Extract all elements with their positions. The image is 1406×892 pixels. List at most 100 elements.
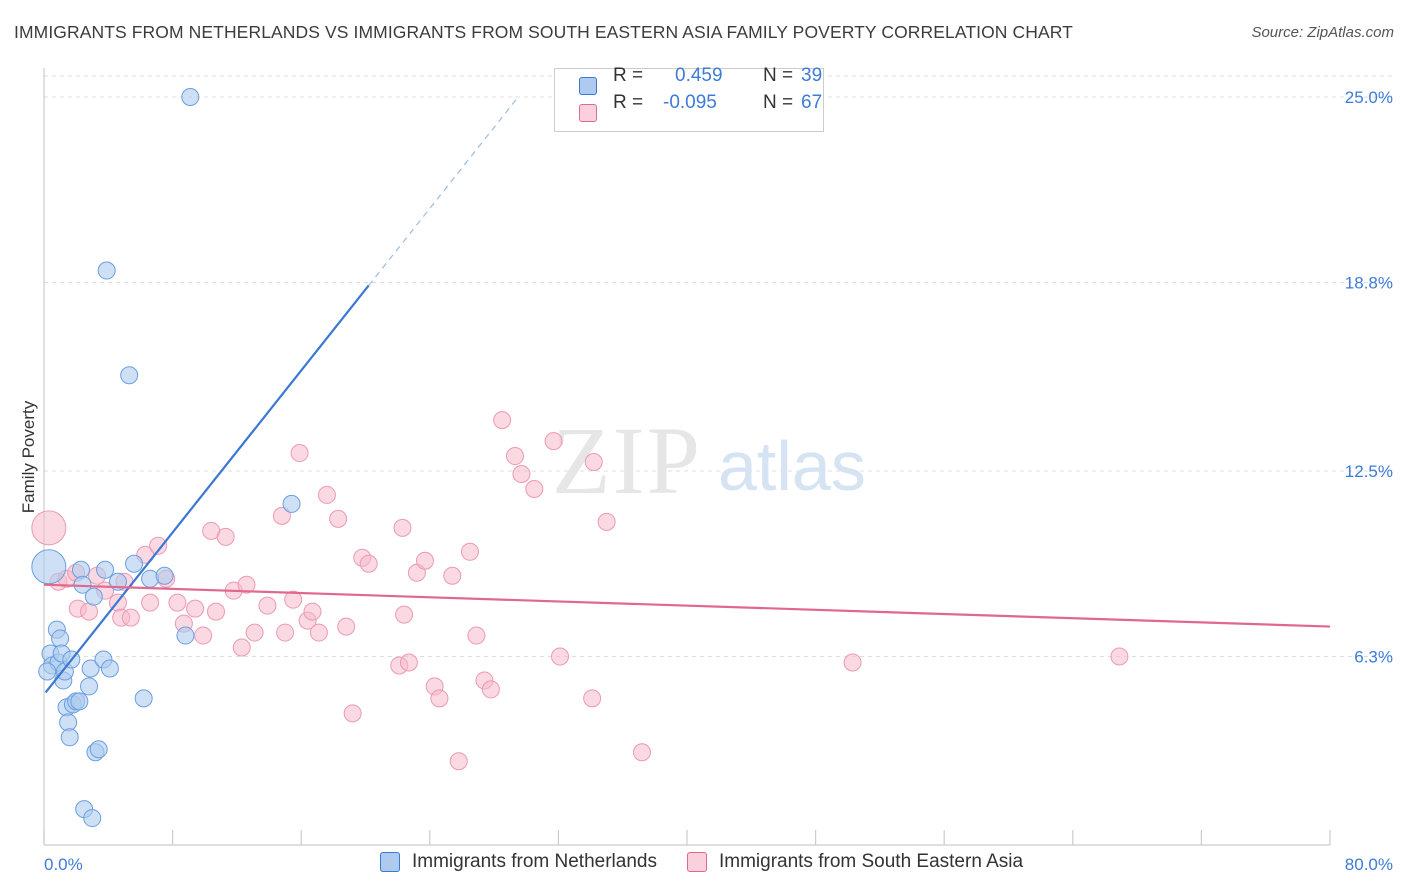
se-asia-point <box>395 605 414 624</box>
netherlands-point <box>181 88 200 106</box>
se-asia-point <box>168 593 187 612</box>
se-asia-point <box>337 617 356 636</box>
series-legend: Immigrants from Netherlands Immigrants f… <box>380 851 1053 873</box>
netherlands-point <box>38 662 57 681</box>
watermark-zip: ZIP <box>552 407 702 514</box>
tick-labels: 6.3% 12.5% 18.8% 25.0% 0.0% 80.0% <box>44 88 1393 874</box>
se-asia-point <box>149 536 168 555</box>
netherlands-point <box>84 587 103 606</box>
se-asia-point <box>597 512 616 531</box>
data-points <box>31 88 1129 828</box>
se-asia-trend-line <box>43 583 1331 628</box>
se-asia-point <box>258 596 277 615</box>
x-tick-label: 0.0% <box>44 855 83 874</box>
se-asia-point <box>80 602 99 621</box>
se-asia-point <box>207 602 226 621</box>
n-label: N = <box>763 92 794 113</box>
r-label: R = <box>613 92 644 113</box>
pink-swatch-icon <box>579 104 597 122</box>
netherlands-point <box>70 692 89 711</box>
se-asia-point <box>584 453 603 472</box>
x-tick-label: 80.0% <box>1345 855 1393 874</box>
pink-swatch-icon <box>686 852 707 872</box>
netherlands-point <box>100 659 119 678</box>
y-tick-label: 6.3% <box>1354 648 1393 667</box>
se-asia-point <box>343 704 362 723</box>
r-value: -0.095 <box>663 92 717 113</box>
netherlands-point <box>59 713 78 732</box>
netherlands-point <box>51 629 70 648</box>
netherlands-point <box>125 554 144 573</box>
se-asia-point <box>121 608 140 627</box>
legend-item-se-asia: Immigrants from South Eastern Asia <box>686 851 1024 873</box>
se-asia-point <box>317 485 336 504</box>
netherlands-point <box>155 566 174 585</box>
netherlands-point <box>83 809 102 828</box>
netherlands-point <box>60 728 79 747</box>
se-asia-point <box>443 566 462 585</box>
se-asia-point <box>284 590 303 609</box>
se-asia-point <box>544 432 563 451</box>
se-asia-point <box>245 623 264 642</box>
watermark-atlas: atlas <box>718 427 866 505</box>
se-asia-point <box>329 509 348 528</box>
se-asia-point <box>359 554 378 573</box>
se-asia-point <box>632 743 651 762</box>
netherlands-trend-line <box>44 284 370 694</box>
netherlands-point <box>134 689 153 708</box>
legend-label: Immigrants from South Eastern Asia <box>718 851 1024 872</box>
se-asia-point <box>843 653 862 672</box>
axes <box>43 68 1331 846</box>
se-asia-point <box>290 444 309 463</box>
se-asia-point <box>512 464 531 483</box>
legend-item-netherlands: Immigrants from Netherlands <box>380 851 657 873</box>
se-asia-point <box>237 575 256 594</box>
stats-legend: R = 0.459 N = 39 R = -0.095 N = 67 <box>554 65 824 132</box>
chart-title: IMMIGRANTS FROM NETHERLANDS VS IMMIGRANT… <box>14 22 1073 42</box>
r-value: 0.459 <box>675 65 723 86</box>
se-asia-point <box>430 689 449 708</box>
se-asia-point <box>551 647 570 666</box>
netherlands-point <box>89 740 108 759</box>
blue-swatch-icon <box>380 852 400 872</box>
se-asia-point <box>467 626 486 645</box>
se-asia-point <box>232 638 251 657</box>
netherlands-point <box>80 677 99 696</box>
y-tick-label: 12.5% <box>1345 462 1393 481</box>
se-asia-point <box>186 599 205 618</box>
se-asia-point <box>449 752 468 771</box>
se-asia-point <box>415 551 434 570</box>
legend-label: Immigrants from Netherlands <box>412 851 657 872</box>
se-asia-point <box>309 623 328 642</box>
se-asia-point <box>1110 647 1129 666</box>
n-value: 67 <box>801 92 823 113</box>
netherlands-point <box>97 261 116 280</box>
se-asia-point <box>481 680 500 699</box>
se-asia-point <box>303 602 322 621</box>
netherlands-point <box>176 626 195 645</box>
se-asia-point <box>216 527 235 546</box>
se-asia-point <box>525 479 544 498</box>
se-asia-point <box>276 623 295 642</box>
se-asia-point <box>583 689 602 708</box>
se-asia-point <box>393 518 412 537</box>
se-asia-point <box>194 626 213 645</box>
se-asia-point <box>460 542 479 561</box>
trend-lines <box>43 96 1331 694</box>
netherlands-point <box>31 549 67 585</box>
netherlands-point <box>71 560 90 579</box>
grid-lines <box>44 75 1392 658</box>
netherlands-point <box>120 366 139 385</box>
netherlands-point <box>96 560 115 579</box>
source-label: Source: ZipAtlas.com <box>1251 24 1394 41</box>
netherlands-point <box>81 659 100 678</box>
se-asia-point <box>399 653 418 672</box>
se-asia-point <box>141 593 160 612</box>
se-asia-point <box>493 411 512 430</box>
se-asia-point <box>505 447 524 466</box>
y-axis-label: Family Poverty <box>19 400 38 513</box>
se-asia-point <box>31 510 67 546</box>
netherlands-point <box>282 494 301 513</box>
n-label: N = <box>763 65 794 86</box>
